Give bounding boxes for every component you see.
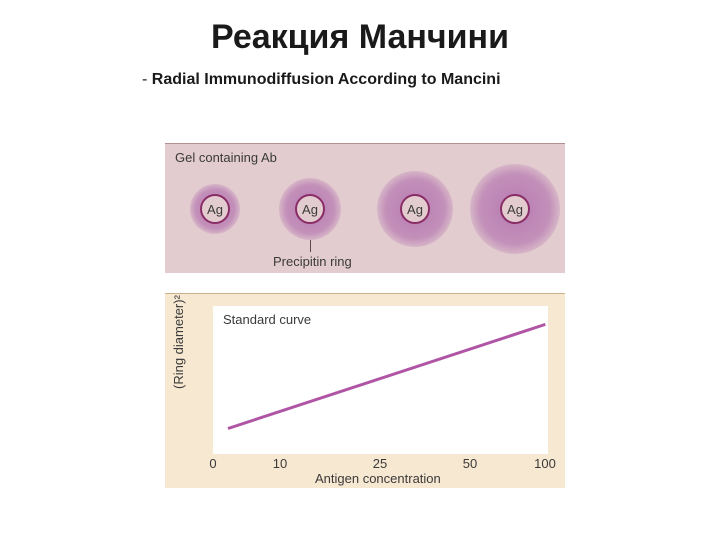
chart-xtick: 50 — [463, 456, 477, 471]
chart-xtick: 25 — [373, 456, 387, 471]
ag-well: Ag — [500, 194, 530, 224]
subtitle-dash: - — [142, 71, 147, 88]
subtitle-text: Radial Immunodiffusion According to Manc… — [152, 71, 501, 88]
precipitin-label: Precipitin ring — [273, 254, 352, 269]
page-title: Реакция Манчини — [0, 18, 720, 57]
plot-area — [213, 306, 548, 454]
gel-panel: Gel containing Ab Precipitin ring Ag Ag Ag… — [165, 143, 565, 273]
chart-xtick: 10 — [273, 456, 287, 471]
ag-well: Ag — [295, 194, 325, 224]
precipitin-tick — [310, 240, 311, 252]
gel-label: Gel containing Ab — [175, 150, 277, 165]
standard-curve-line — [228, 323, 546, 430]
chart-xtick: 100 — [534, 456, 556, 471]
chart-x-label: Antigen concentration — [315, 471, 441, 486]
chart-curve-label: Standard curve — [223, 312, 311, 327]
chart-xtick: 0 — [209, 456, 216, 471]
chart-y-label: (Ring diameter)² — [171, 295, 186, 389]
ag-well: Ag — [400, 194, 430, 224]
chart-panel: (Ring diameter)² Antigen concentration S… — [165, 293, 565, 488]
ag-well: Ag — [200, 194, 230, 224]
subtitle-row: - Radial Immunodiffusion According to Ma… — [142, 71, 720, 89]
